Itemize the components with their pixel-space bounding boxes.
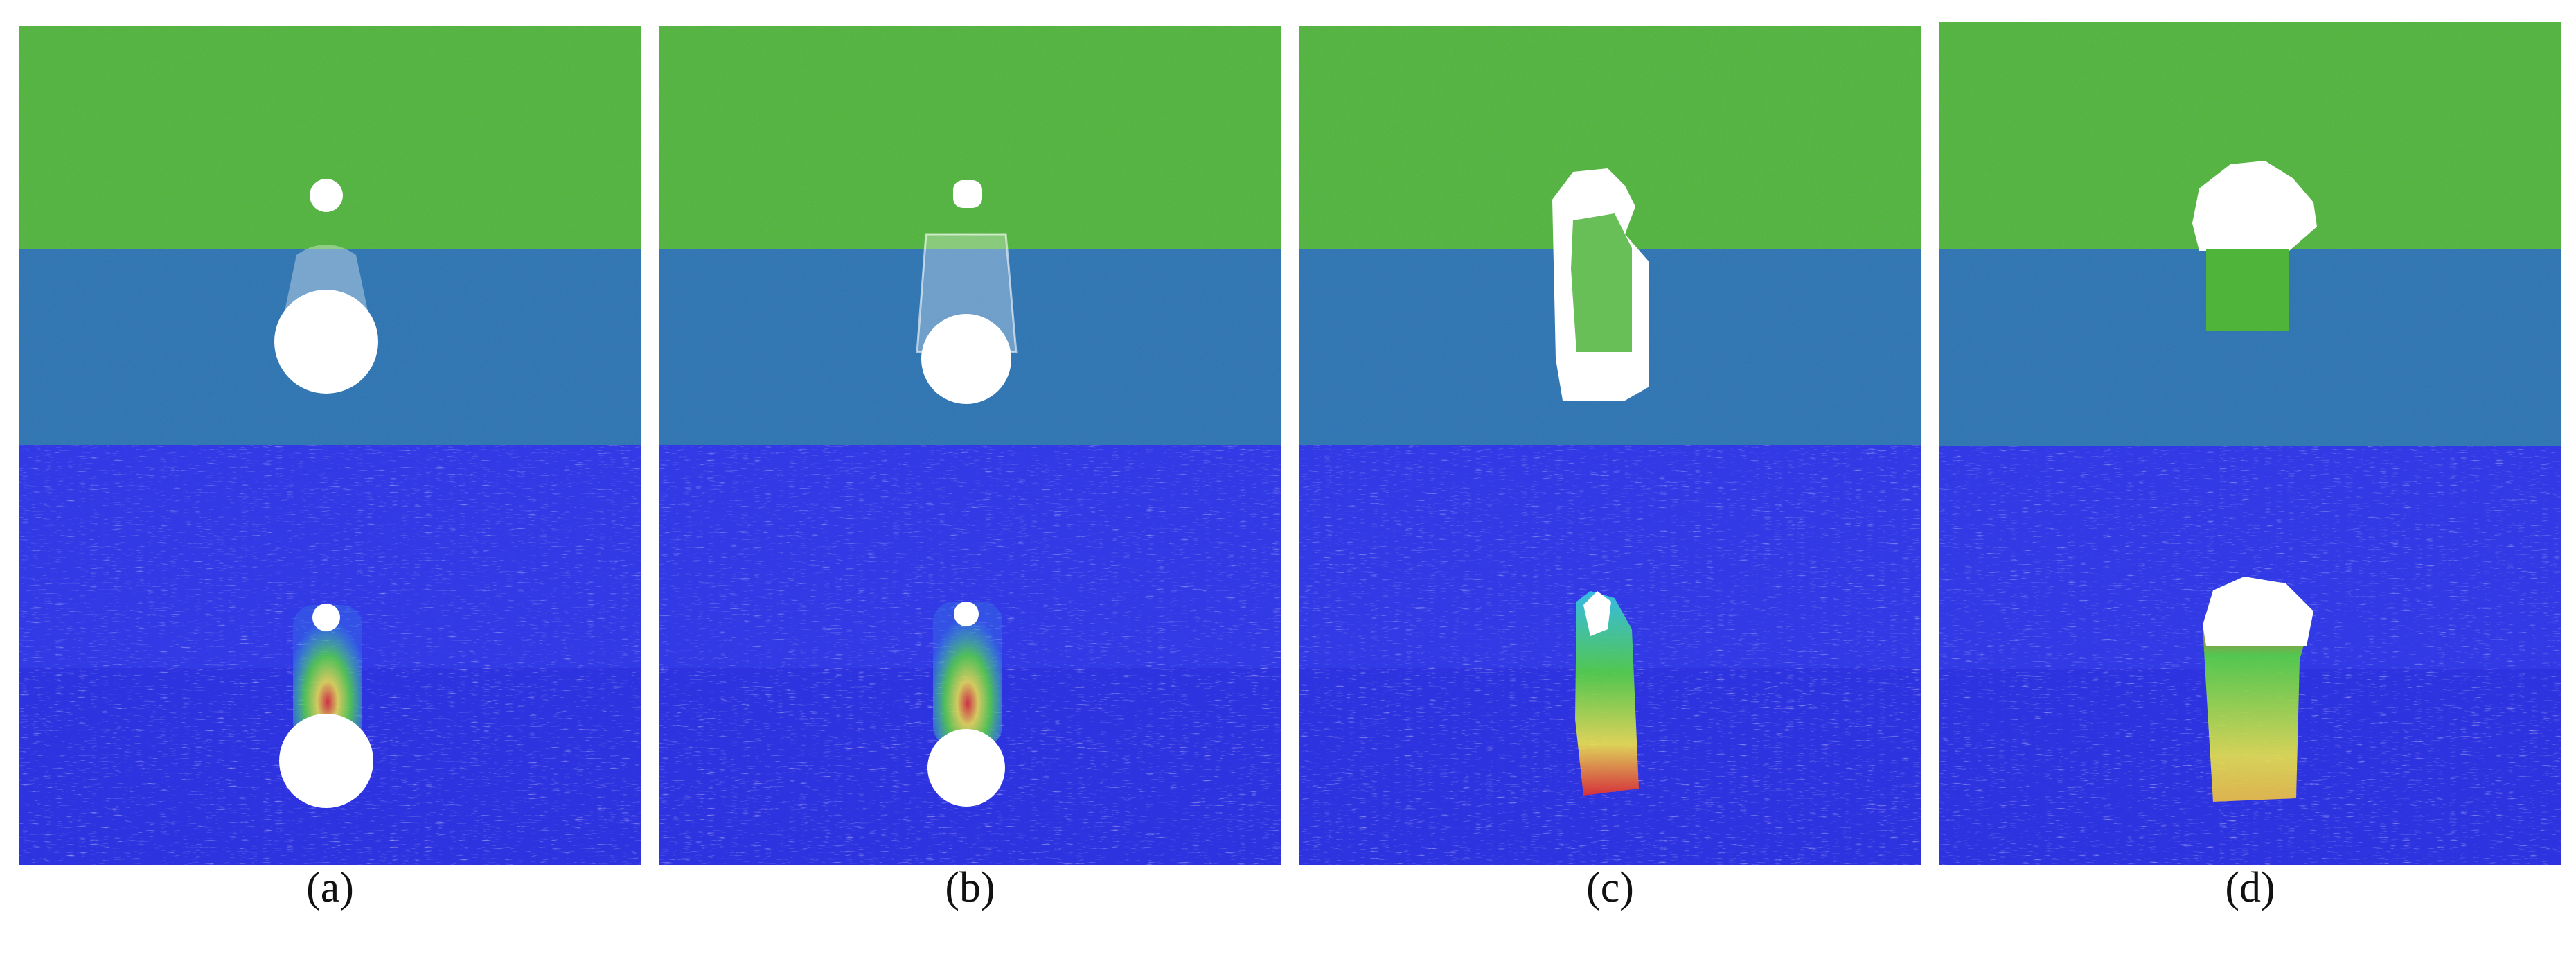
caption-c: (c) (1586, 864, 1634, 911)
void-cavity (921, 314, 1011, 404)
void-cavity (274, 290, 378, 394)
void-bottom (279, 714, 373, 808)
panel-a (19, 26, 641, 865)
void-top (953, 180, 982, 208)
void-surface (2192, 161, 2317, 251)
collapsed-block (2206, 249, 2289, 331)
stress-column (293, 605, 362, 744)
void-top (310, 179, 343, 212)
panel-d (1939, 22, 2561, 865)
void-bottom (927, 729, 1005, 807)
panel-b (659, 26, 1281, 865)
simulation-image-d (1939, 22, 2561, 865)
stress-column (933, 602, 1002, 747)
simulation-image-b (659, 26, 1281, 865)
panel-c (1299, 26, 1921, 865)
stress-column (1575, 591, 1639, 796)
simulation-image-c (1299, 26, 1921, 865)
caption-b: (b) (945, 864, 995, 911)
simulation-image-a (19, 26, 641, 865)
caption-d: (d) (2225, 864, 2275, 911)
caption-a: (a) (306, 864, 354, 911)
